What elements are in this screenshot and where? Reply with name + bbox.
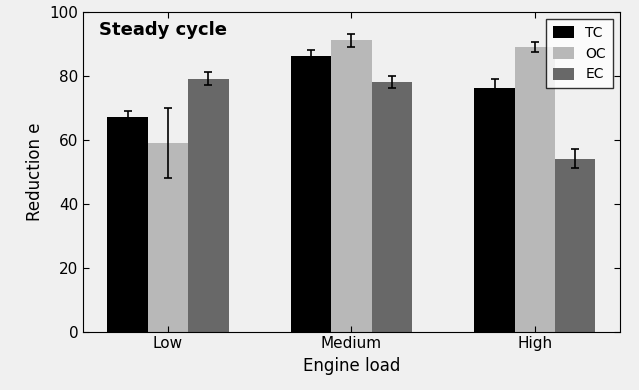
Bar [555, 159, 596, 332]
Legend: TC, OC, EC: TC, OC, EC [546, 19, 613, 89]
X-axis label: Engine load: Engine load [303, 357, 400, 375]
Bar [148, 143, 188, 332]
Bar [188, 79, 229, 332]
Bar [372, 82, 412, 332]
Bar [107, 117, 148, 332]
Text: Steady cycle: Steady cycle [99, 21, 227, 39]
Bar [515, 47, 555, 332]
Bar [331, 41, 372, 332]
Bar [474, 89, 515, 332]
Y-axis label: Reduction e: Reduction e [26, 122, 44, 221]
Bar [291, 57, 331, 332]
